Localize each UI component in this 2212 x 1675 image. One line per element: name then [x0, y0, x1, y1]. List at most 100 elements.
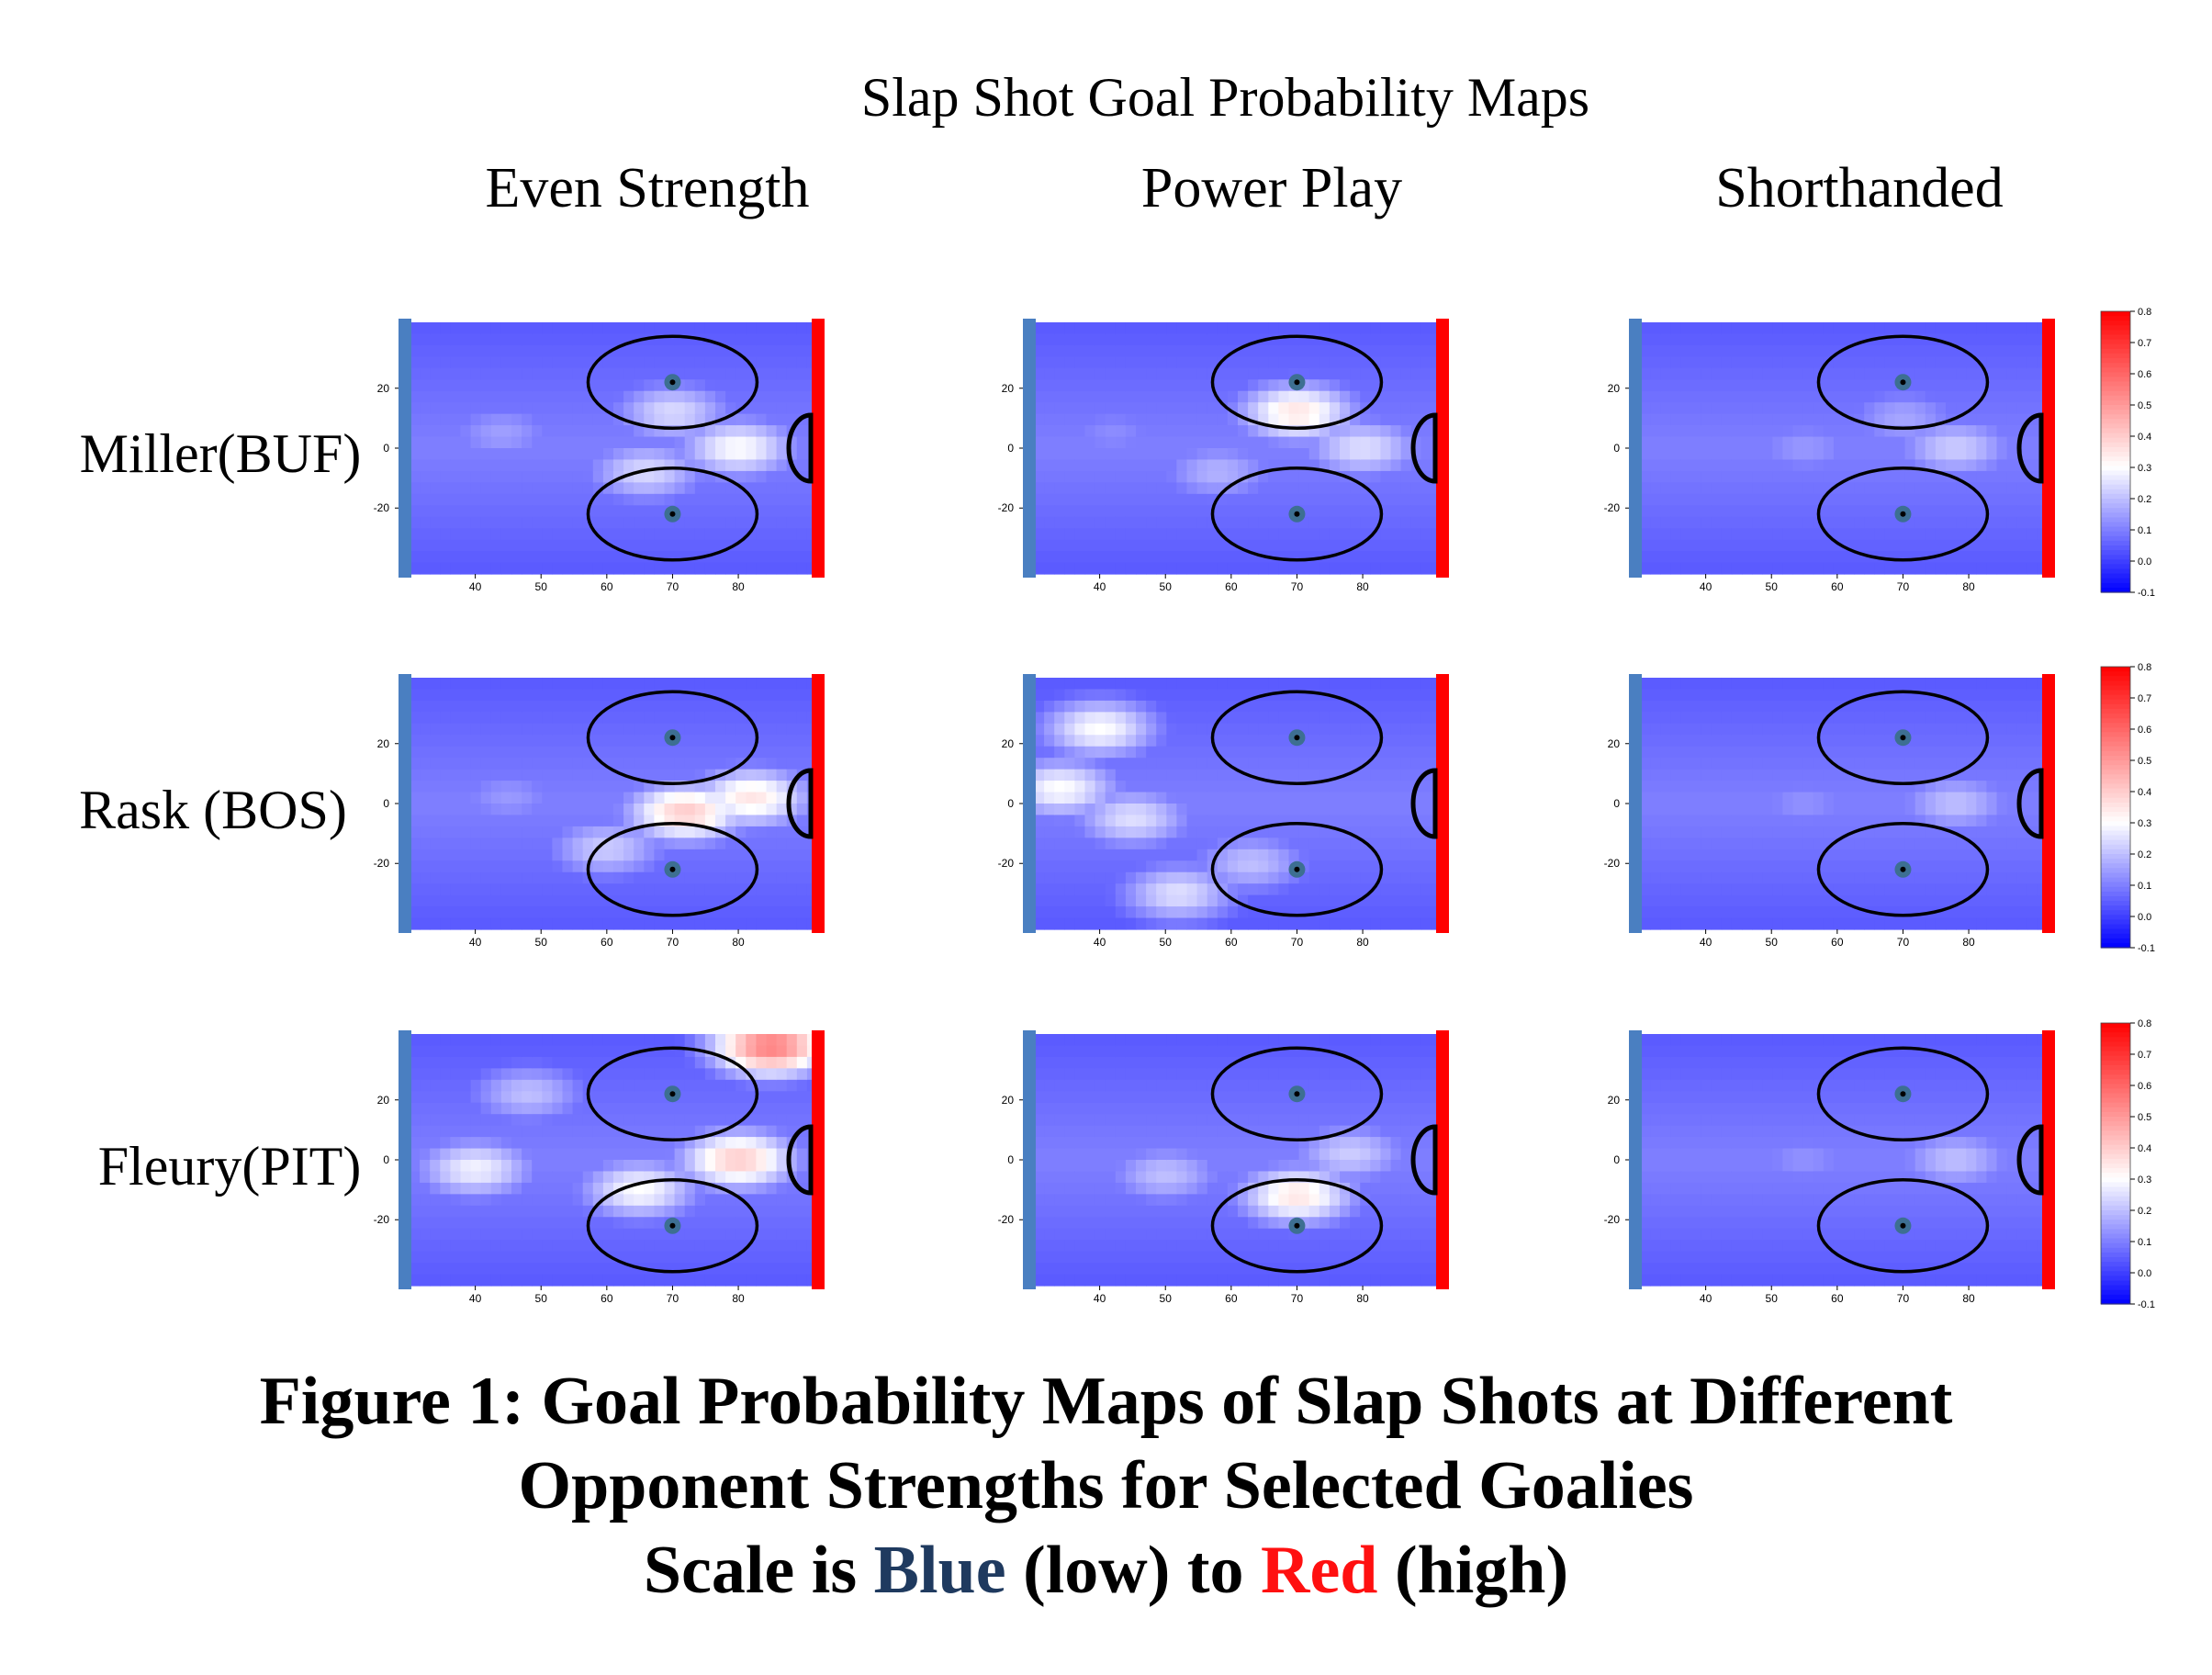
- heatmap-cell: [460, 804, 472, 816]
- heatmap-cell: [1217, 700, 1229, 713]
- heatmap-cell: [450, 689, 462, 702]
- row-header-rask: Rask (BOS): [79, 780, 347, 840]
- goal-line: [812, 319, 825, 578]
- heatmap-cell: [420, 746, 431, 759]
- heatmap-cell: [1064, 516, 1075, 529]
- heatmap-cell: [1044, 425, 1055, 438]
- heatmap-cell: [674, 678, 686, 691]
- heatmap-cell: [1782, 356, 1794, 369]
- heatmap-cell: [562, 505, 574, 518]
- heatmap-cell: [1400, 367, 1412, 380]
- heatmap-cell: [1420, 860, 1432, 873]
- heatmap-cell: [1084, 712, 1096, 725]
- heatmap-cell: [440, 413, 451, 426]
- heatmap-cell: [1054, 505, 1065, 518]
- heatmap-cell: [1792, 333, 1804, 346]
- heatmap-cell: [592, 804, 604, 816]
- heatmap-cell: [1064, 379, 1075, 392]
- heatmap-cell: [450, 505, 462, 518]
- heatmap-cell: [1752, 322, 1763, 335]
- heatmap-cell: [511, 700, 522, 713]
- heatmap-cell: [480, 746, 492, 759]
- heatmap-cell: [480, 379, 492, 392]
- heatmap-cell: [1660, 505, 1671, 518]
- heatmap-cell: [1156, 356, 1167, 369]
- heatmap-cell: [613, 402, 624, 415]
- heatmap-cell: [1074, 792, 1086, 804]
- heatmap-cell: [725, 826, 736, 838]
- heatmap-cell: [470, 906, 482, 919]
- heatmap-cell: [1782, 804, 1794, 816]
- heatmap-cell: [1844, 562, 1855, 575]
- heatmap-cell: [572, 528, 584, 541]
- heatmap-cell: [776, 838, 788, 850]
- heatmap-cell: [1146, 367, 1157, 380]
- heatmap-cell: [1802, 516, 1814, 529]
- heatmap-cell: [1986, 390, 1998, 403]
- heatmap-cell: [1792, 493, 1804, 506]
- heatmap-cell: [1946, 551, 1957, 564]
- heatmap-cell: [623, 528, 634, 541]
- heatmap-cell: [552, 333, 564, 346]
- heatmap-cell: [470, 390, 482, 403]
- heatmap-cell: [786, 528, 798, 541]
- heatmap-cell: [522, 769, 533, 781]
- heatmap-cell: [562, 700, 574, 713]
- heatmap-cell: [1711, 344, 1723, 357]
- heatmap-cell: [602, 871, 614, 884]
- heatmap-cell: [694, 356, 706, 369]
- heatmap-cell: [522, 539, 533, 552]
- heatmap-cell: [1680, 356, 1692, 369]
- heatmap-cell: [1258, 849, 1269, 861]
- heatmap-cell: [786, 482, 798, 495]
- heatmap-cell: [1410, 917, 1422, 930]
- heatmap-cell: [1340, 871, 1351, 884]
- heatmap-cell: [1268, 700, 1279, 713]
- heatmap-cell: [1258, 860, 1269, 873]
- heatmap-cell: [715, 562, 726, 575]
- heatmap-cell: [1217, 781, 1229, 793]
- heatmap-cell: [1268, 894, 1279, 907]
- heatmap-cell: [1136, 758, 1147, 770]
- heatmap-cell: [532, 413, 543, 426]
- heatmap-cell: [1844, 678, 1855, 691]
- heatmap-cell: [542, 860, 553, 873]
- heatmap-cell: [674, 562, 686, 575]
- heatmap-cell: [490, 906, 502, 919]
- heatmap-cell: [1813, 826, 1825, 838]
- heatmap-cell: [1268, 413, 1279, 426]
- heatmap-cell: [1400, 849, 1412, 861]
- heatmap-cell: [746, 505, 757, 518]
- heatmap-cell: [420, 838, 431, 850]
- heatmap-cell: [776, 678, 788, 691]
- heatmap-cell: [450, 815, 462, 827]
- heatmap-cell: [2006, 413, 2018, 426]
- heatmap-cell: [1044, 367, 1055, 380]
- heatmap-cell: [1976, 322, 1987, 335]
- heatmap-cell: [1136, 425, 1147, 438]
- heatmap-cell: [1054, 528, 1065, 541]
- heatmap-cell: [1833, 906, 1845, 919]
- heatmap-cell: [1360, 390, 1371, 403]
- heatmap-cell: [704, 436, 716, 449]
- heatmap-cell: [1690, 459, 1702, 472]
- heatmap-cell: [694, 390, 706, 403]
- heatmap-cell: [1864, 459, 1875, 472]
- heatmap-cell: [715, 781, 726, 793]
- heatmap-cell: [592, 390, 604, 403]
- heatmap-cell: [460, 826, 472, 838]
- heatmap-cell: [1380, 838, 1392, 850]
- heatmap-cell: [1084, 838, 1096, 850]
- heatmap-cell: [1350, 723, 1361, 736]
- heatmap-cell: [1884, 367, 1896, 380]
- heatmap-cell: [674, 712, 686, 725]
- heatmap-cell: [1207, 528, 1218, 541]
- heatmap-cell: [756, 356, 768, 369]
- heatmap-cell: [1782, 712, 1794, 725]
- heatmap-cell: [1064, 482, 1075, 495]
- heatmap-cell: [1823, 917, 1835, 930]
- heatmap-cell: [1823, 838, 1835, 850]
- heatmap-cell: [1258, 917, 1269, 930]
- heatmap-cell: [542, 493, 553, 506]
- heatmap-cell: [460, 493, 472, 506]
